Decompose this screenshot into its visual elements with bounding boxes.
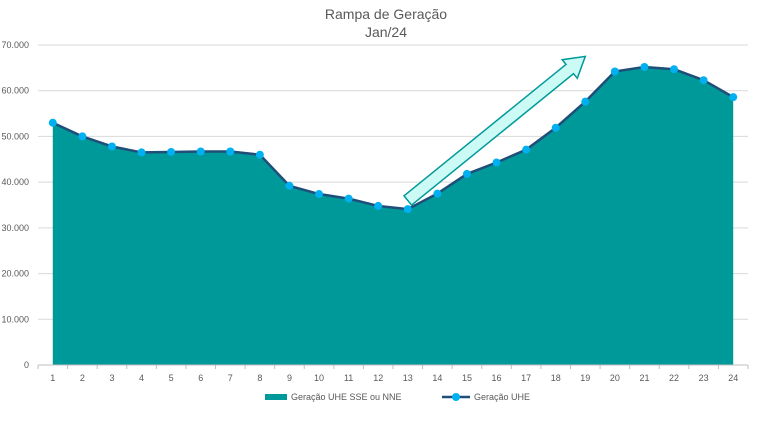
data-point bbox=[137, 148, 146, 157]
series-line bbox=[52, 65, 734, 211]
data-point bbox=[522, 145, 531, 154]
x-tick-label: 22 bbox=[669, 373, 679, 383]
x-axis: 1 2 3 4 5 6 7 8 9 10 11 12 13 14 15 16 17 18 19 20 21 22 23 24 bbox=[37, 364, 749, 383]
y-tick-label: 10.000 bbox=[1, 314, 29, 324]
data-point bbox=[374, 201, 383, 210]
data-point bbox=[285, 181, 294, 190]
data-point bbox=[107, 142, 116, 151]
x-tick-label: 24 bbox=[728, 373, 738, 383]
data-point bbox=[196, 147, 205, 156]
data-point bbox=[315, 190, 324, 199]
y-tick-label: 0 bbox=[24, 360, 29, 370]
legend-label-line: Geração UHE bbox=[474, 392, 530, 402]
x-tick-label: 17 bbox=[521, 373, 531, 383]
y-tick-label: 40.000 bbox=[1, 177, 29, 187]
x-tick-label: 21 bbox=[639, 373, 649, 383]
x-tick-label: 15 bbox=[462, 373, 472, 383]
data-point bbox=[226, 147, 235, 156]
data-point bbox=[729, 93, 738, 102]
y-tick-label: 60.000 bbox=[1, 86, 29, 96]
trend-arrow bbox=[402, 55, 587, 207]
x-tick-label: 19 bbox=[580, 373, 590, 383]
x-tick-label: 23 bbox=[699, 373, 709, 383]
x-tick-label: 20 bbox=[610, 373, 620, 383]
x-tick-label: 1 bbox=[50, 373, 55, 383]
line-series bbox=[48, 62, 738, 214]
y-tick-label: 20.000 bbox=[1, 269, 29, 279]
x-tick-label: 18 bbox=[551, 373, 561, 383]
y-axis: 0 10.000 20.000 30.000 40.000 50.000 60.000 70.… bbox=[1, 40, 29, 370]
legend-swatch-marker bbox=[452, 393, 460, 401]
data-point bbox=[433, 189, 442, 198]
x-tick-label: 16 bbox=[492, 373, 502, 383]
x-tick-label: 8 bbox=[257, 373, 262, 383]
data-point bbox=[551, 123, 560, 132]
y-tick-label: 30.000 bbox=[1, 223, 29, 233]
data-point bbox=[581, 97, 590, 106]
x-tick-label: 4 bbox=[139, 373, 144, 383]
x-tick-label: 11 bbox=[344, 373, 353, 383]
data-point bbox=[492, 158, 501, 167]
annotation-layer bbox=[402, 55, 587, 207]
x-tick-label: 14 bbox=[432, 373, 442, 383]
area-fill bbox=[52, 66, 734, 365]
data-point bbox=[403, 205, 412, 214]
x-tick-label: 10 bbox=[314, 373, 324, 383]
data-point bbox=[670, 65, 679, 74]
data-point bbox=[48, 118, 57, 127]
x-tick-label: 2 bbox=[80, 373, 85, 383]
legend: Geração UHE SSE ou NNE Geração UHE bbox=[265, 392, 530, 402]
legend-label-area: Geração UHE SSE ou NNE bbox=[291, 392, 402, 402]
data-point bbox=[78, 132, 87, 141]
x-tick-label: 13 bbox=[403, 373, 413, 383]
x-tick-label: 5 bbox=[169, 373, 174, 383]
x-tick-label: 6 bbox=[198, 373, 203, 383]
x-tick-label: 12 bbox=[373, 373, 383, 383]
data-point bbox=[462, 169, 471, 178]
x-tick-label: 3 bbox=[109, 373, 114, 383]
y-tick-label: 50.000 bbox=[1, 131, 29, 141]
y-tick-label: 70.000 bbox=[1, 40, 29, 50]
x-tick-label: 9 bbox=[287, 373, 292, 383]
legend-swatch-area bbox=[265, 394, 287, 400]
chart-subtitle: Jan/24 bbox=[365, 24, 407, 40]
data-point bbox=[699, 76, 708, 85]
chart-title: Rampa de Geração bbox=[325, 6, 447, 22]
data-point bbox=[167, 147, 176, 156]
data-point bbox=[640, 62, 649, 71]
data-point bbox=[344, 194, 353, 203]
area-series bbox=[52, 66, 734, 365]
data-point bbox=[610, 67, 619, 76]
x-tick-label: 7 bbox=[228, 373, 233, 383]
data-point bbox=[255, 150, 264, 159]
